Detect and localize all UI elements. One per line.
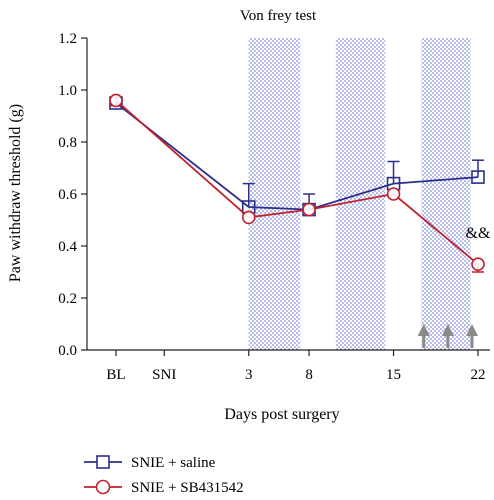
legend-item-sb431542: SNIE + SB431542 [84,479,244,496]
y-tick-label: 0.6 [58,187,77,203]
y-tick-label: 0.2 [58,291,77,307]
legend-label-sb431542: SNIE + SB431542 [131,480,244,496]
y-tick-label: 1.2 [58,31,77,47]
legend-marker-circle [95,479,111,495]
x-ticks: BL SNI 3 8 15 22 [106,350,486,383]
legend-label-saline: SNIE + saline [131,455,216,471]
treatment-arrows [417,324,478,348]
treatment-arrow-head [465,324,478,336]
legend-item-saline: SNIE + saline [84,455,216,471]
data-point-circle [109,93,123,108]
x-tick-label: SNI [152,367,176,383]
y-tick-label: 0.8 [58,135,77,151]
data-point-square [471,170,485,184]
treatment-arrow-head [417,324,430,336]
x-tick-label: 22 [471,367,486,383]
data-point-circle [471,257,485,272]
y-axis-label: Paw withdraw threshold (g) [7,104,24,282]
chart-title: Von frey test [240,8,317,24]
significance-annotation: && [466,225,491,242]
shaded-period-2 [421,38,471,350]
x-tick-label: 3 [245,367,253,383]
data-point-circle [241,210,256,225]
x-axis-label: Days post surgery [224,406,339,423]
data-point-circle [302,202,316,217]
series-1 [109,93,485,273]
legend-marker-square [96,455,110,469]
shaded-period-0 [248,38,301,350]
y-tick-label: 1.0 [58,83,77,99]
y-tick-label: 0.4 [58,239,77,255]
data-point-circle [386,187,401,201]
x-tick-label: 15 [386,367,401,383]
x-tick-label: BL [106,367,125,383]
y-tick-label: 0.0 [58,343,77,359]
legend: SNIE + saline SNIE + SB431542 [84,455,244,496]
y-ticks: 0.0 0.2 0.4 0.6 0.8 1.0 1.2 [58,31,87,359]
treatment-arrow-head [441,324,454,336]
x-tick-label: 8 [305,367,313,383]
series-layer [109,93,485,273]
